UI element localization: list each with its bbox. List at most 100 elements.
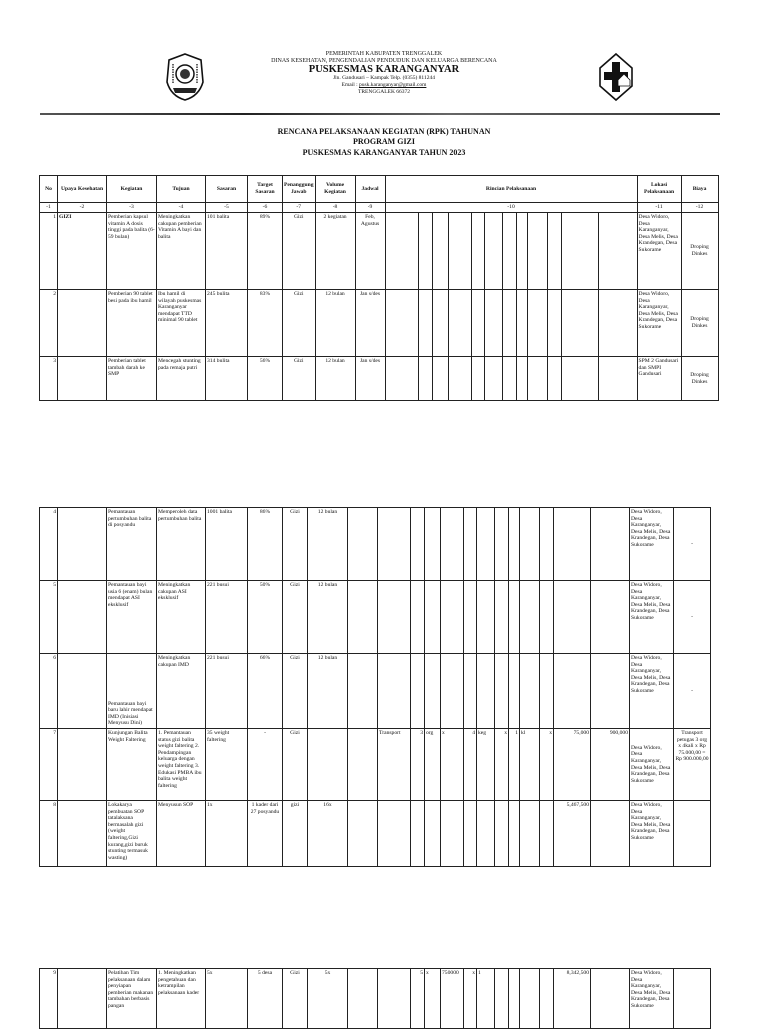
- cell-kegiatan: Pemantauan bayi baru lahir mendapat IMD …: [106, 653, 157, 729]
- cell-rincian-4: [447, 289, 472, 357]
- cell-tujuan: Meningkatkan cakupan pemberian Vitamin A…: [156, 212, 206, 290]
- cell-rincian-8: [515, 289, 528, 357]
- header-no: No: [39, 175, 58, 203]
- cell-upaya-kesehatan: [57, 968, 107, 1029]
- column-number: -7: [282, 202, 316, 213]
- cell-rincian-3: [431, 212, 449, 290]
- cell-kegiatan: Lokakarya pembuatan SOP tatalaksana berm…: [106, 800, 157, 867]
- cell-upaya-kesehatan: [57, 356, 107, 401]
- cell-target-sasaran: 86%: [247, 507, 283, 581]
- cell-rincian-7: x: [494, 728, 509, 801]
- cell-volume-kegiatan: [307, 728, 348, 801]
- cell-sasaran: 314 bulita: [205, 356, 248, 401]
- cell-rincian-11: [553, 653, 591, 729]
- column-number: -8: [314, 202, 356, 213]
- letterhead-city: TRENGGALEK 66372: [357, 89, 411, 95]
- cell-target-sasaran: 56%: [247, 356, 283, 401]
- cell-volume-kegiatan: 2 kegiatan: [314, 212, 356, 290]
- column-number: -12: [680, 202, 719, 213]
- cell-rincian-3: [424, 580, 441, 654]
- header-tujuan: Tujuan: [156, 175, 206, 203]
- cell-rincian-9: kl: [519, 728, 540, 801]
- rpk-table-page-2: 4 Pemantauan pertumbuhan balita di posyan…: [39, 507, 711, 867]
- header-jadwal: Jadwal: [354, 175, 386, 203]
- kabupaten-crest-logo: [166, 53, 204, 101]
- cell-rincian-9: [519, 580, 540, 654]
- cell-rincian-3: [424, 653, 441, 729]
- cell-rincian-6: [476, 800, 495, 867]
- cell-kegiatan: Pelatihan Tim pelaksanaan dalam penyiapa…: [106, 968, 157, 1029]
- cell-rincian-11: [560, 356, 599, 401]
- cell-upaya-kesehatan: [57, 289, 107, 357]
- cell-rincian-1: [377, 968, 411, 1029]
- cell-rincian-5: [463, 653, 477, 729]
- cell-volume-kegiatan: 12 bulan: [307, 580, 348, 654]
- column-number-row: -1 -2 -3 -4 -5 -6 -7 -8 -9 -10 -11 -12: [39, 202, 719, 213]
- cell-rincian-2: [410, 653, 425, 729]
- cell-sasaran: 221 busui: [205, 653, 248, 729]
- table-row: 8 Lokakarya pembuatan SOP tatalaksana ber…: [39, 800, 711, 867]
- cell-no: 8: [39, 800, 58, 867]
- cell-rincian-1: [377, 507, 411, 581]
- rpk-table-page-1: No Upaya Kesehatan Kegiatan Tujuan Sasaran Ta…: [39, 175, 719, 401]
- column-number: -5: [205, 202, 248, 213]
- cell-rincian-8: [515, 212, 528, 290]
- cell-rincian-4: [440, 653, 464, 729]
- cell-rincian-6: 1: [476, 968, 495, 1029]
- column-number: -6: [247, 202, 283, 213]
- header-upaya-kesehatan: Upaya Kesehatan: [57, 175, 107, 203]
- cell-no: 9: [39, 968, 58, 1029]
- cell-rincian-12: [597, 212, 638, 290]
- cell-rincian-8: [508, 580, 520, 654]
- cell-no: 5: [39, 580, 58, 654]
- cell-biaya: -: [673, 653, 711, 729]
- cell-rincian-1: [377, 580, 411, 654]
- cell-rincian-12: 900,000: [590, 728, 630, 801]
- cell-penanggung-jawab: Gizi: [282, 728, 308, 801]
- cell-no: 3: [39, 356, 58, 401]
- table-row: 1 GIZI Pemberian kapsul vitamin A dosis ti…: [39, 212, 719, 290]
- header-rincian-pelaksanaan: Rincian Pelaksanaan: [384, 175, 638, 203]
- cell-rincian-9: [526, 212, 548, 290]
- cell-jadwal: [347, 580, 378, 654]
- cell-sasaran: 245 bulita: [205, 289, 248, 357]
- cell-rincian-4: [447, 212, 472, 290]
- header-kegiatan: Kegiatan: [106, 175, 157, 203]
- cell-penanggung-jawab: Gizi: [282, 356, 316, 401]
- cell-kegiatan: Pemantauan pertumbuhan balita di posyand…: [106, 507, 157, 581]
- cell-rincian-7: [501, 356, 517, 401]
- cell-rincian-4: x: [440, 728, 464, 801]
- cell-lokasi-pelaksanaan: Desa Widoro, Desa Karanganyar, Desa Meli…: [629, 800, 674, 867]
- cell-rincian-6: [476, 580, 495, 654]
- cell-jadwal: Feb, Agustus: [354, 212, 386, 290]
- column-number: -10: [384, 202, 638, 213]
- email-link[interactable]: pusk.karanganyar@gmail.com: [359, 82, 427, 88]
- column-number: -1: [39, 202, 58, 213]
- cell-rincian-12: [597, 289, 638, 357]
- header-biaya: Biaya: [680, 175, 719, 203]
- header-sasaran: Sasaran: [205, 175, 248, 203]
- cell-rincian-2: 3: [410, 728, 425, 801]
- letterhead-divider: [40, 113, 720, 115]
- cell-upaya-kesehatan: [57, 580, 107, 654]
- cell-upaya-kesehatan: [57, 800, 107, 867]
- cell-penanggung-jawab: Gizi: [282, 653, 308, 729]
- cell-volume-kegiatan: 5x: [307, 968, 348, 1029]
- cell-rincian-6: [483, 289, 503, 357]
- cell-rincian-10: [539, 653, 554, 729]
- cell-rincian-7: [494, 653, 509, 729]
- cell-rincian-9: [519, 800, 540, 867]
- cell-rincian-9: [519, 507, 540, 581]
- cell-rincian-12: [597, 356, 638, 401]
- header-row: No Upaya Kesehatan Kegiatan Tujuan Sasaran Ta…: [39, 175, 719, 203]
- cell-rincian-1: [384, 289, 419, 357]
- cell-rincian-3: x: [424, 968, 441, 1029]
- cell-rincian-10: x: [539, 728, 554, 801]
- cell-rincian-11: [560, 289, 599, 357]
- email-label: Email :: [341, 82, 360, 88]
- cell-rincian-11: 8,342,500: [553, 968, 591, 1029]
- cell-rincian-3: [424, 800, 441, 867]
- table-row: 7 Kunjungan Balita Weight Faltering 1. Pem…: [39, 728, 711, 801]
- cell-jadwal: Jan s/des: [354, 356, 386, 401]
- cell-rincian-12: [590, 800, 630, 867]
